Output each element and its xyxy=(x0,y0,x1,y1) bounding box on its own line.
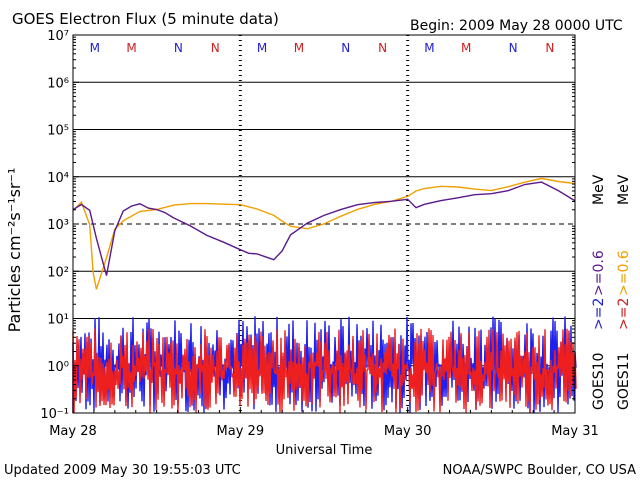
marker-n: N xyxy=(509,41,518,55)
marker-n: N xyxy=(174,41,183,55)
legend-energy-goes11: >=2 >=0.6 MeV xyxy=(616,174,632,330)
x-tick-label: May 28 xyxy=(49,424,97,439)
marker-n: N xyxy=(545,41,554,55)
marker-n: N xyxy=(378,41,387,55)
y-tick-label: 10⁷ xyxy=(47,29,69,44)
y-tick-label: 10⁵ xyxy=(47,124,69,139)
legend-goes11: GOES11 xyxy=(616,353,632,410)
series-goes11-0p6mev xyxy=(72,177,576,290)
begin-time: Begin: 2009 May 28 0000 UTC xyxy=(410,18,623,34)
marker-m: M xyxy=(424,41,434,55)
x-axis-label: Universal Time xyxy=(276,443,373,458)
legend-mev-label: MeV xyxy=(591,174,607,205)
legend-goes10: GOES10 xyxy=(591,353,607,410)
legend-gte2-label: >=2 xyxy=(591,298,607,330)
y-tick-label: 10⁴ xyxy=(47,171,69,186)
marker-n: N xyxy=(341,41,350,55)
series-goes11-2mev xyxy=(72,328,577,413)
plot-area: 10⁻¹ 10⁰ 10¹ 10² 10³ 10⁴ 10⁵ 10⁶ 10⁷ May 28 May 29… xyxy=(40,29,598,439)
updated-time: Updated 2009 May 30 19:55:03 UTC xyxy=(4,463,241,478)
legend-satellites-goes11: GOES11 xyxy=(616,353,632,410)
marker-m: M xyxy=(90,41,100,55)
y-tick-label: 10⁶ xyxy=(47,76,69,91)
y-tick-label: 10¹ xyxy=(47,313,69,328)
credit-line: NOAA/SWPC Boulder, CO USA xyxy=(443,463,636,478)
legend-gte06-label-goes11: >=0.6 xyxy=(616,250,632,296)
legend-energy: >=2 >=0.6 MeV xyxy=(591,174,607,330)
marker-m: M xyxy=(126,41,136,55)
legend-gte2-label-goes11: >=2 xyxy=(616,298,632,330)
chart-title: GOES Electron Flux (5 minute data) xyxy=(12,10,279,28)
y-tick-label: 10⁻¹ xyxy=(40,407,69,422)
x-tick-label: May 29 xyxy=(217,424,265,439)
legend-satellites: GOES10 xyxy=(591,353,607,410)
x-tick-label: May 31 xyxy=(551,424,599,439)
series-goes10-0p6mev xyxy=(72,181,576,276)
legend-mev-label-goes11: MeV xyxy=(616,174,632,205)
y-tick-label: 10² xyxy=(47,265,69,280)
marker-m: M xyxy=(461,41,471,55)
y-tick-label: 10³ xyxy=(47,218,69,233)
marker-m: M xyxy=(257,41,267,55)
marker-m: M xyxy=(294,41,304,55)
x-tick-label: May 30 xyxy=(384,424,432,439)
marker-n: N xyxy=(211,41,220,55)
y-axis-label: Particles cm⁻²s⁻¹sr⁻¹ xyxy=(5,168,24,333)
y-tick-label: 10⁰ xyxy=(47,360,69,375)
legend-gte06-label: >=0.6 xyxy=(591,250,607,296)
